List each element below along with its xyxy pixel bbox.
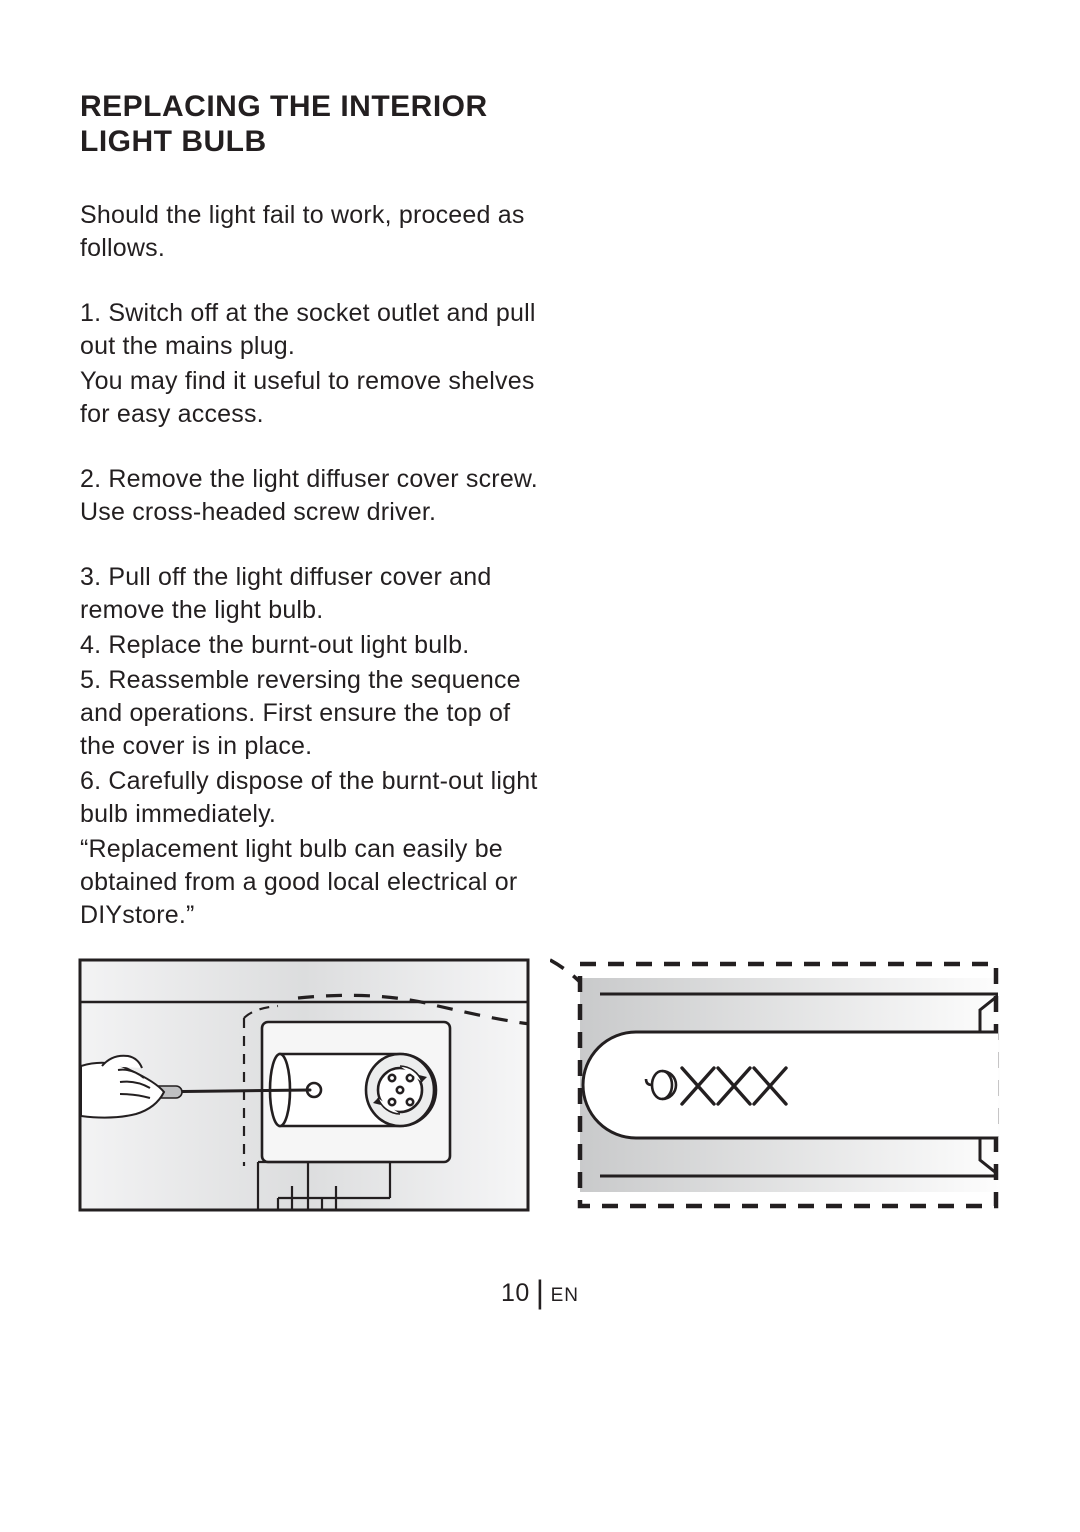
step-3: 3. Pull off the light diffuser cover and… (80, 561, 540, 627)
page-footer: 10|EN (0, 1272, 1080, 1309)
text-column: REPLACING THE INTERIOR LIGHT BULB Should… (80, 90, 540, 932)
language-code: EN (551, 1285, 579, 1306)
figure-row (78, 958, 1002, 1212)
page: REPLACING THE INTERIOR LIGHT BULB Should… (0, 0, 1080, 1532)
note-paragraph: “Replacement light bulb can easily be ob… (80, 833, 540, 932)
figure-right-bulb-label (550, 958, 1002, 1212)
figure-left-bulb-removal (78, 958, 530, 1212)
step-5: 5. Reassemble reversing the sequence and… (80, 664, 540, 763)
page-number: 10 (501, 1279, 530, 1307)
divider-bar: | (530, 1274, 551, 1310)
page-number-block: 10|EN (501, 1279, 579, 1307)
section-heading: REPLACING THE INTERIOR LIGHT BULB (80, 90, 540, 159)
step-4: 4. Replace the burnt-out light bulb. (80, 629, 540, 662)
intro-paragraph: Should the light fail to work, proceed a… (80, 199, 540, 265)
step-6: 6. Carefully dispose of the burnt-out li… (80, 765, 540, 831)
step-2: 2. Remove the light diffuser cover screw… (80, 463, 540, 529)
step-1a: 1. Switch off at the socket outlet and p… (80, 297, 540, 363)
step-1b: You may find it useful to remove shelves… (80, 365, 540, 431)
